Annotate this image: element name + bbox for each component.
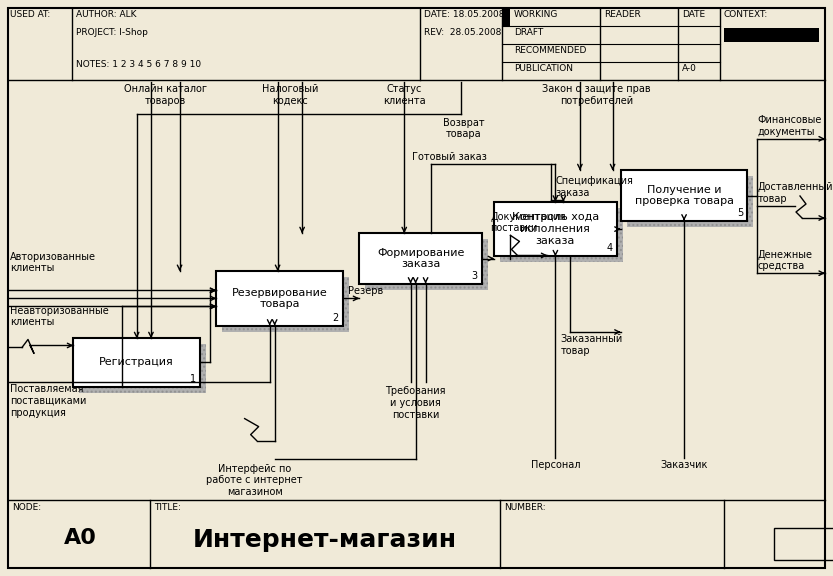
Text: Налоговый
кодекс: Налоговый кодекс xyxy=(262,84,318,105)
Text: Резерв: Резерв xyxy=(348,286,383,297)
Text: WORKING: WORKING xyxy=(514,10,558,19)
Text: TITLE:: TITLE: xyxy=(154,503,181,512)
Text: Доставленный
товар: Доставленный товар xyxy=(757,183,833,204)
Text: Заказанный
товар: Заказанный товар xyxy=(561,334,622,355)
Bar xyxy=(500,208,622,263)
Bar xyxy=(359,233,481,284)
Text: DRAFT: DRAFT xyxy=(514,28,543,37)
Bar xyxy=(222,277,349,332)
Text: Получение и
проверка товара: Получение и проверка товара xyxy=(635,185,734,206)
Text: PUBLICATION: PUBLICATION xyxy=(514,64,573,73)
Text: Спецификация
заказа: Спецификация заказа xyxy=(556,176,633,198)
Text: Финансовые
документы: Финансовые документы xyxy=(757,115,822,137)
Text: A0: A0 xyxy=(63,528,97,548)
Text: Авторизованные
клиенты: Авторизованные клиенты xyxy=(10,252,96,274)
Bar xyxy=(724,28,819,42)
Bar xyxy=(500,208,622,263)
Text: 4: 4 xyxy=(606,244,612,253)
Text: Онлайн каталог
товаров: Онлайн каталог товаров xyxy=(124,84,207,105)
Bar xyxy=(366,239,488,290)
Text: USED AT:: USED AT: xyxy=(10,10,50,19)
Text: Поставляемая
поставщиками
продукция: Поставляемая поставщиками продукция xyxy=(10,384,87,418)
Text: AUTHOR: ALK: AUTHOR: ALK xyxy=(76,10,137,19)
Bar xyxy=(79,344,206,393)
Text: NODE:: NODE: xyxy=(12,503,41,512)
Text: Закон о защите прав
потребителей: Закон о защите прав потребителей xyxy=(542,84,651,105)
Bar xyxy=(626,176,753,227)
Text: Неавторизованные
клиенты: Неавторизованные клиенты xyxy=(10,306,109,327)
Text: Контроль хода
исполнения
заказа: Контроль хода исполнения заказа xyxy=(511,213,599,246)
Text: CONTEXT:: CONTEXT: xyxy=(724,10,768,19)
Text: Персонал: Персонал xyxy=(531,460,580,470)
Bar xyxy=(626,176,753,227)
Text: Регистрация: Регистрация xyxy=(99,358,174,367)
Text: Готовый заказ: Готовый заказ xyxy=(412,152,486,162)
Text: 5: 5 xyxy=(737,208,743,218)
Text: DATE: 18.05.2008: DATE: 18.05.2008 xyxy=(424,10,505,19)
Bar xyxy=(222,277,349,332)
Bar xyxy=(217,271,343,325)
Text: 2: 2 xyxy=(332,313,339,323)
Text: Интерфейс по
работе с интернет
магазином: Интерфейс по работе с интернет магазином xyxy=(207,464,303,497)
Text: A-0: A-0 xyxy=(682,64,697,73)
Bar xyxy=(73,338,200,386)
Text: NUMBER:: NUMBER: xyxy=(504,503,546,512)
Text: Заказчик: Заказчик xyxy=(661,460,708,470)
Bar xyxy=(502,8,510,26)
Bar xyxy=(366,239,488,290)
Bar xyxy=(79,344,206,393)
Text: Интернет-магазин: Интернет-магазин xyxy=(193,528,457,552)
Text: 3: 3 xyxy=(471,271,478,281)
Bar xyxy=(494,202,616,256)
Text: 1: 1 xyxy=(190,374,196,384)
Text: PROJECT: I-Shop: PROJECT: I-Shop xyxy=(76,28,148,37)
Text: NOTES: 1 2 3 4 5 6 7 8 9 10: NOTES: 1 2 3 4 5 6 7 8 9 10 xyxy=(76,60,201,69)
Text: READER: READER xyxy=(604,10,641,19)
Text: Требования
и условия
поставки: Требования и условия поставки xyxy=(386,386,446,419)
Text: Формирование
заказа: Формирование заказа xyxy=(377,248,464,270)
Bar xyxy=(774,528,833,560)
Text: DATE: DATE xyxy=(682,10,705,19)
Text: Денежные
средства: Денежные средства xyxy=(757,249,812,271)
Text: RECOMMENDED: RECOMMENDED xyxy=(514,46,586,55)
Text: Резервирование
товара: Резервирование товара xyxy=(232,287,327,309)
Text: Возврат
товара: Возврат товара xyxy=(442,118,484,139)
Bar xyxy=(621,170,747,221)
Text: Статус
клиента: Статус клиента xyxy=(383,84,426,105)
Text: REV:  28.05.2008: REV: 28.05.2008 xyxy=(424,28,501,37)
Text: Документация
поставки: Документация поставки xyxy=(491,212,566,233)
